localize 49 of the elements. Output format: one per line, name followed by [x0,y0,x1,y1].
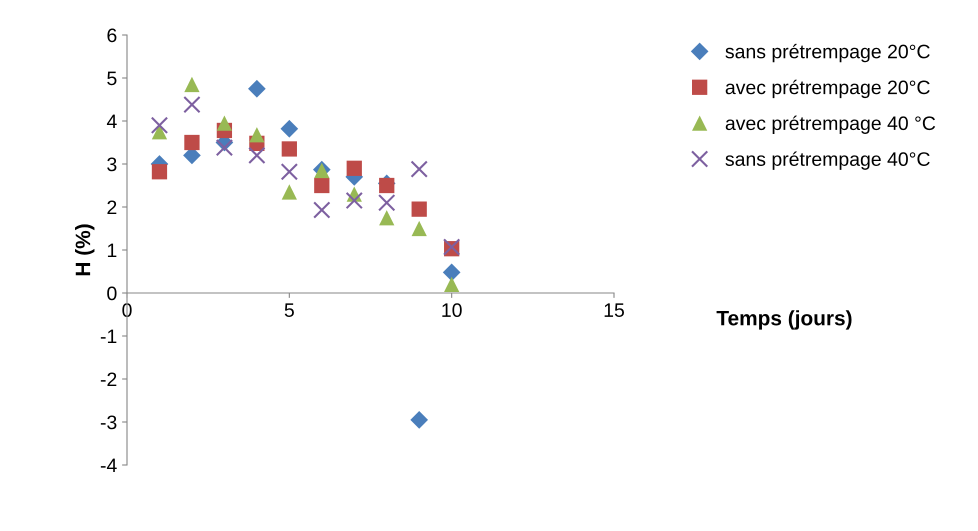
y-tick-label: -1 [100,330,116,344]
point [280,120,298,138]
point [442,238,460,256]
y-tick-label: 6 [107,28,116,42]
point [412,202,427,217]
point [216,138,234,156]
y-tick-label: 0 [107,286,117,300]
y-tick-label: 4 [106,114,117,128]
y-tick-label: -4 [100,458,117,472]
point [150,116,168,134]
point [183,96,201,114]
point [248,146,266,164]
legend-label: sans prétrempage 20°C [725,44,930,62]
legend-label: avec prétrempage 40 °C [726,116,936,134]
y-tick-label: -2 [100,372,116,386]
legend-label: sans prétrempage 40°C [725,151,930,170]
point [152,164,168,180]
point [282,141,297,157]
y-tick-label: 2 [107,200,116,214]
y-tick-label: -3 [100,415,116,430]
point [379,178,394,194]
x-tick-label: 15 [604,303,624,318]
x-tick-label: 0 [122,303,132,318]
point [282,184,297,200]
point [346,192,363,210]
point [280,163,298,180]
point [410,160,428,178]
legend-label: avec prétrempage 20°C [726,80,930,98]
y-tick-label: 3 [107,157,116,172]
y-axis-title: H (%) [75,224,94,276]
point [444,276,460,292]
point [379,210,394,226]
point [346,160,362,176]
point [378,194,396,212]
point [442,264,461,282]
point [249,127,265,142]
point [410,411,428,429]
point [184,134,200,150]
point [184,76,200,92]
point [216,116,232,131]
x-axis-title: Temps (jours) [716,310,852,330]
x-tick-label: 5 [284,303,294,318]
x-tick-label: 10 [442,303,462,318]
point [314,178,330,194]
point [248,80,266,98]
point [313,201,330,219]
y-tick-label: 5 [107,72,116,86]
y-tick-label: 1 [108,244,116,258]
point [412,220,427,236]
